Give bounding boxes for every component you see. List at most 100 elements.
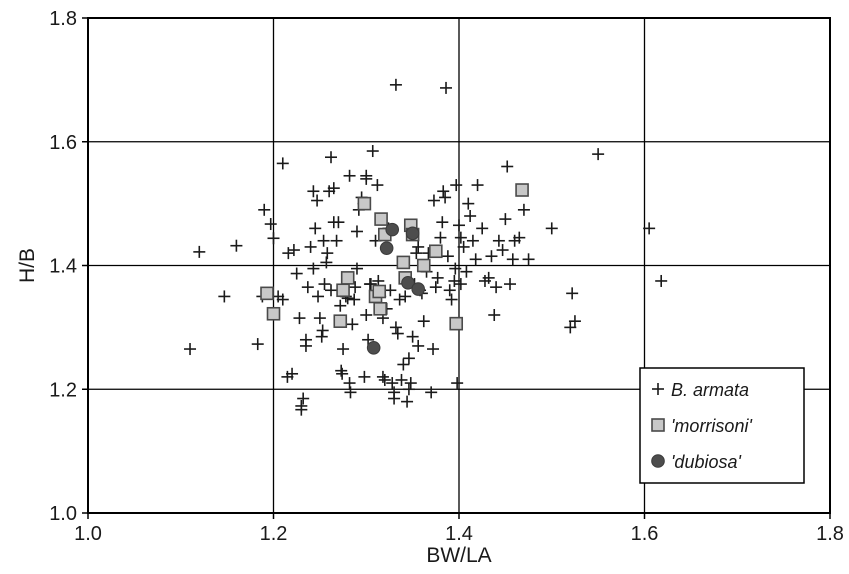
x-tick-label: 1.0 xyxy=(74,523,102,545)
data-point-plus xyxy=(397,358,410,371)
data-point-plus xyxy=(358,370,371,383)
data-point-plus xyxy=(445,293,458,306)
data-point-plus xyxy=(336,367,349,380)
data-point-square xyxy=(374,212,388,226)
data-point-plus xyxy=(429,281,442,294)
data-point-circle xyxy=(405,226,420,241)
x-tick-label: 1.6 xyxy=(631,523,659,545)
data-point-plus xyxy=(517,203,530,216)
data-point-plus xyxy=(402,383,415,396)
data-point-plus xyxy=(410,247,423,260)
data-point-plus xyxy=(464,210,477,222)
data-point-plus xyxy=(504,278,517,291)
data-point-plus xyxy=(427,194,440,207)
data-point-plus xyxy=(412,339,425,352)
x-tick-label: 1.4 xyxy=(445,523,473,545)
data-point-plus xyxy=(427,343,440,356)
legend-label: B. armata xyxy=(671,380,749,400)
data-point-plus xyxy=(311,194,324,207)
data-point-plus xyxy=(343,377,356,390)
data-point-plus xyxy=(364,278,377,291)
data-point-square xyxy=(449,316,464,331)
data-point-square xyxy=(340,271,355,285)
data-point-plus xyxy=(450,179,463,192)
data-point-plus xyxy=(193,245,206,258)
data-point-plus xyxy=(454,231,467,244)
y-tick-label: 1.2 xyxy=(49,379,77,401)
data-point-plus xyxy=(304,240,317,253)
data-point-plus xyxy=(388,386,401,399)
data-point-plus xyxy=(346,318,359,331)
data-point-plus xyxy=(258,203,271,216)
data-point-plus xyxy=(276,157,289,170)
data-point-circle xyxy=(385,222,400,237)
data-point-plus xyxy=(566,287,579,300)
data-point-plus xyxy=(350,225,363,238)
data-point-square xyxy=(416,258,431,273)
data-point-plus xyxy=(320,256,333,269)
data-point-plus xyxy=(264,218,277,231)
data-point-plus xyxy=(337,343,350,356)
data-point-plus xyxy=(655,274,668,287)
data-point-square xyxy=(260,286,274,301)
data-point-plus xyxy=(476,222,489,235)
legend-label: 'dubiosa' xyxy=(671,452,741,472)
data-point-plus xyxy=(360,172,373,185)
data-point-plus xyxy=(350,262,363,275)
data-point-plus xyxy=(313,312,326,325)
data-point-plus xyxy=(251,338,264,351)
data-point-circle xyxy=(401,276,415,290)
data-point-plus xyxy=(522,253,535,266)
data-point-plus xyxy=(386,377,399,390)
data-point-plus xyxy=(441,250,454,263)
data-point-square xyxy=(333,314,348,328)
data-point-plus xyxy=(466,234,479,247)
data-point-plus xyxy=(332,216,345,229)
data-point-plus xyxy=(327,182,340,195)
data-point-plus xyxy=(482,271,495,284)
data-point-square xyxy=(336,283,350,298)
x-tick-label: 1.2 xyxy=(260,523,288,545)
y-tick-label: 1.6 xyxy=(49,132,77,154)
data-point-circle xyxy=(379,241,394,255)
x-axis-title: BW/LA xyxy=(426,544,491,567)
data-point-plus xyxy=(389,78,402,91)
data-point-plus xyxy=(492,234,505,247)
data-point-plus xyxy=(443,284,456,297)
data-point-square xyxy=(357,196,372,211)
data-point-plus xyxy=(301,281,314,294)
series-circle xyxy=(366,222,425,355)
data-point-plus xyxy=(371,179,384,192)
data-point-plus xyxy=(376,370,389,383)
data-point-plus xyxy=(506,253,519,266)
data-point-plus xyxy=(344,386,357,399)
data-point-plus xyxy=(592,148,605,161)
axis-ticks: 1.0 1.2 1.4 1.6 1.8 1.0 1.2 1.4 1.6 1.8 xyxy=(49,8,844,545)
data-point-plus xyxy=(460,265,473,278)
legend-label: 'morrisoni' xyxy=(671,416,752,436)
data-point-plus xyxy=(267,232,280,245)
data-point-plus xyxy=(425,386,438,399)
data-point-plus xyxy=(568,315,581,328)
data-point-plus xyxy=(360,309,373,321)
data-point-plus xyxy=(384,284,397,297)
y-axis-title: H/B xyxy=(16,248,39,283)
data-point-plus xyxy=(437,185,450,198)
data-point-plus xyxy=(439,191,452,204)
data-point-plus xyxy=(218,290,231,303)
data-point-plus xyxy=(417,315,430,328)
data-point-plus xyxy=(293,312,306,325)
data-point-plus xyxy=(453,219,465,232)
data-point-plus xyxy=(317,234,330,247)
data-point-plus xyxy=(434,231,447,244)
data-point-plus xyxy=(448,274,461,287)
data-point-plus xyxy=(389,321,402,334)
data-point-square xyxy=(396,255,411,270)
data-point-plus xyxy=(378,373,391,386)
data-point-plus xyxy=(643,222,656,235)
data-point-plus xyxy=(312,290,325,303)
data-point-plus xyxy=(309,222,322,235)
data-point-plus xyxy=(297,392,310,405)
data-point-plus xyxy=(335,364,348,377)
